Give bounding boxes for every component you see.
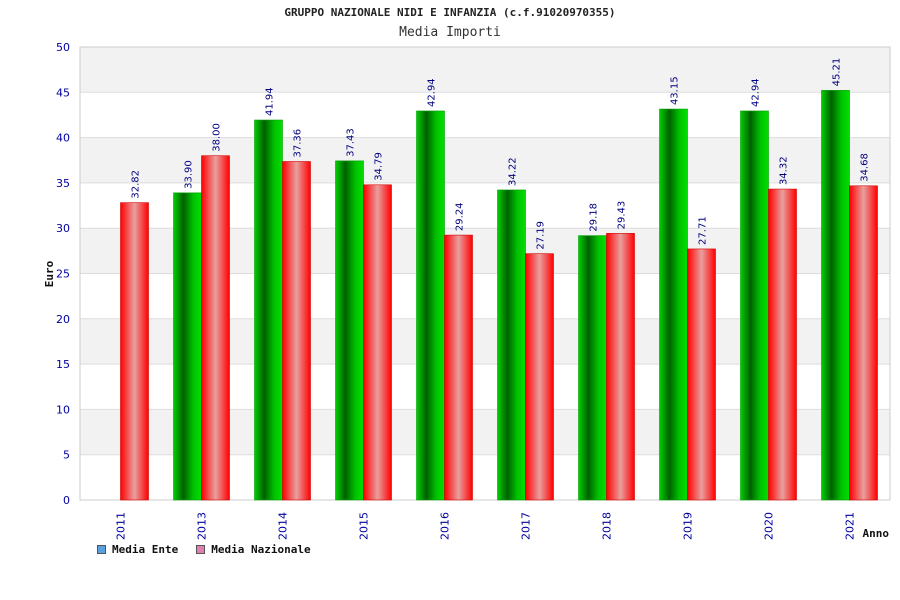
grid-band: [80, 47, 890, 93]
bar-media-ente: [416, 110, 445, 501]
y-tick-label: 50: [56, 41, 70, 54]
bar-media-nazionale: [768, 188, 797, 501]
x-tick-label: 2015: [358, 512, 371, 540]
legend-swatch-nazionale: [196, 545, 206, 554]
y-tick-label: 25: [56, 268, 70, 281]
bar-value-label: 45.21: [832, 58, 843, 87]
bar-media-nazionale: [687, 248, 716, 501]
y-tick-label: 45: [56, 86, 70, 99]
x-tick-label: 2011: [115, 512, 128, 540]
x-axis-label: Anno: [863, 527, 890, 540]
x-tick-label: 2016: [439, 512, 452, 540]
bar-value-label: 34.22: [508, 157, 519, 186]
bar-value-label: 32.82: [131, 170, 142, 199]
data-labels: 32.82 33.90 38.00 41.94 37.36 37.43 34.79 42.94…: [131, 58, 871, 250]
x-tick-label: 2017: [520, 512, 533, 540]
y-tick-label: 5: [63, 449, 70, 462]
x-tick-label: 2020: [763, 512, 776, 540]
bar-value-label: 27.71: [698, 216, 709, 245]
bar-value-label: 27.19: [536, 221, 547, 250]
bar-value-label: 37.43: [346, 128, 357, 157]
bar-media-ente: [335, 160, 364, 501]
x-tick-label: 2013: [196, 512, 209, 540]
bar-value-label: 42.94: [751, 78, 762, 107]
y-tick-label: 30: [56, 222, 70, 235]
legend-label-ente: Media Ente: [112, 543, 179, 556]
x-tick-label: 2021: [844, 512, 857, 540]
bar-media-ente: [659, 108, 688, 501]
bar-value-label: 29.43: [617, 201, 628, 230]
bar-value-label: 33.90: [184, 160, 195, 189]
bar-media-ente: [740, 110, 769, 501]
bar-media-ente: [254, 119, 283, 501]
bar-media-nazionale: [525, 253, 554, 501]
bar-value-label: 38.00: [212, 123, 223, 152]
legend-item-nazionale: Media Nazionale: [196, 543, 311, 556]
bar-media-nazionale: [606, 233, 635, 501]
x-tick-label: 2018: [601, 512, 614, 540]
bar-value-label: 34.32: [779, 156, 790, 185]
chart-subtitle: Media Importi: [399, 25, 501, 40]
bar-value-label: 43.15: [670, 76, 681, 105]
bar-value-label: 42.94: [427, 78, 438, 107]
chart-title: GRUPPO NAZIONALE NIDI E INFANZIA (c.f.91…: [284, 6, 616, 19]
bar-value-label: 41.94: [265, 87, 276, 116]
bar-value-label: 37.36: [293, 129, 304, 158]
y-tick-label: 40: [56, 132, 70, 145]
legend: Media Ente Media Nazionale: [97, 543, 311, 556]
bar-value-label: 29.18: [589, 203, 600, 232]
plot-frame: [79, 46, 891, 501]
y-axis-label: Euro: [43, 260, 56, 287]
bars: [120, 90, 878, 501]
y-tick-label: 10: [56, 403, 70, 416]
y-tick-label: 0: [63, 494, 70, 507]
bar-media-nazionale: [849, 185, 878, 501]
y-tick-label: 35: [56, 177, 70, 190]
bar-media-nazionale: [282, 161, 311, 501]
bar-value-label: 34.68: [860, 153, 871, 182]
bar-media-ente: [578, 235, 607, 501]
axes: 0 5 10 15 20 25 30 35 40 45 50 Euro Anno 2011 2013 2014…: [43, 41, 889, 540]
bar-media-ente: [497, 189, 526, 501]
bar-media-ente: [173, 192, 202, 501]
bar-value-label: 29.24: [455, 202, 466, 231]
y-tick-label: 20: [56, 313, 70, 326]
legend-swatch-ente: [97, 545, 106, 554]
y-tick-label: 15: [56, 358, 70, 371]
bar-media-ente: [821, 90, 850, 501]
bar-media-nazionale: [444, 234, 473, 501]
bar-media-nazionale: [201, 155, 230, 501]
legend-label-nazionale: Media Nazionale: [211, 543, 311, 556]
bar-value-label: 34.79: [374, 152, 385, 181]
bar-media-nazionale: [120, 202, 149, 501]
x-tick-label: 2019: [682, 512, 695, 540]
x-tick-label: 2014: [277, 512, 290, 540]
bar-media-nazionale: [363, 184, 392, 501]
legend-item-ente: Media Ente: [97, 543, 178, 556]
